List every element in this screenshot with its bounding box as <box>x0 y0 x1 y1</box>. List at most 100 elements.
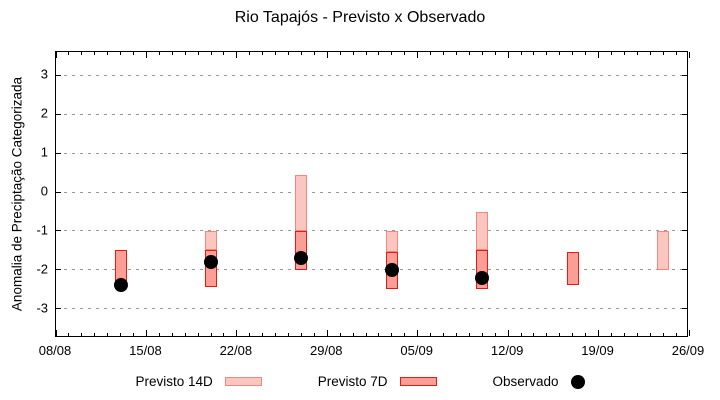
x-tick-minor <box>288 333 290 336</box>
x-tick-minor <box>352 333 354 336</box>
legend-item: Previsto 7D <box>318 374 437 389</box>
x-tick-label: 15/08 <box>129 343 162 358</box>
x-tick-minor <box>636 333 638 336</box>
x-tick-label: 05/09 <box>400 343 433 358</box>
x-tick-minor <box>623 333 625 336</box>
y-tick-left <box>56 308 61 310</box>
x-tick-minor <box>339 333 341 336</box>
x-tick-minor <box>546 333 548 336</box>
x-tick-minor <box>81 333 83 336</box>
x-tick-major <box>417 330 419 336</box>
y-tick-label: -3 <box>36 300 48 316</box>
legend-item: Previsto 14D <box>135 374 262 389</box>
x-tick-minor <box>210 333 212 336</box>
legend: Previsto 14D Previsto 7D Observado <box>0 374 720 389</box>
x-tick-minor-top <box>197 52 199 55</box>
x-tick-major <box>688 330 690 336</box>
x-tick-minor <box>68 333 70 336</box>
x-tick-minor-top <box>94 52 96 55</box>
y-tick-right <box>682 191 687 193</box>
x-tick-major <box>507 330 509 336</box>
x-tick-minor <box>443 333 445 336</box>
legend-label: Observado <box>492 374 559 389</box>
x-tick-minor <box>533 333 535 336</box>
x-tick-minor-top <box>339 52 341 55</box>
y-tick-right <box>682 230 687 232</box>
x-tick-minor <box>572 333 574 336</box>
x-tick-minor-top <box>585 52 587 55</box>
x-tick-minor-top <box>468 52 470 55</box>
y-tick-left <box>56 152 61 154</box>
x-tick-minor <box>559 333 561 336</box>
x-tick-minor-top <box>623 52 625 55</box>
x-tick-minor-top <box>68 52 70 55</box>
x-tick-major-top <box>55 52 57 58</box>
x-tick-minor <box>94 333 96 336</box>
x-tick-minor <box>107 333 109 336</box>
x-tick-minor-top <box>404 52 406 55</box>
legend-label: Previsto 7D <box>317 374 388 389</box>
x-tick-minor <box>223 333 225 336</box>
y-gridline <box>56 230 687 232</box>
x-tick-minor <box>610 333 612 336</box>
x-tick-label: 12/09 <box>490 343 524 358</box>
x-tick-minor-top <box>223 52 225 55</box>
x-tick-major-top <box>236 52 238 58</box>
x-tick-minor <box>585 333 587 336</box>
x-tick-minor <box>520 333 522 336</box>
y-tick-left <box>56 230 61 232</box>
observed-dot <box>294 251 309 266</box>
y-tick-label: -2 <box>36 261 48 277</box>
plot-area <box>55 51 690 337</box>
x-tick-minor <box>300 333 302 336</box>
x-tick-major <box>326 330 328 336</box>
x-tick-minor <box>455 333 457 336</box>
x-tick-major-top <box>145 52 147 58</box>
x-tick-major-top <box>326 52 328 58</box>
x-tick-minor <box>184 333 186 336</box>
x-tick-minor <box>171 333 173 336</box>
x-tick-minor <box>365 333 367 336</box>
x-tick-minor <box>378 333 380 336</box>
x-tick-minor-top <box>210 52 212 55</box>
y-tick-left <box>56 191 61 193</box>
x-tick-minor-top <box>662 52 664 55</box>
x-tick-minor-top <box>481 52 483 55</box>
observed-dot <box>113 278 128 293</box>
forecast-14d-bar <box>476 211 489 251</box>
x-tick-label: 19/09 <box>581 343 614 358</box>
y-gridline <box>56 74 687 76</box>
x-tick-label: 08/08 <box>38 343 72 358</box>
forecast-14d-bar <box>205 230 218 251</box>
y-tick-left <box>56 113 61 115</box>
x-tick-minor <box>649 333 651 336</box>
forecast-14d-bar <box>385 230 398 253</box>
y-gridline <box>56 113 687 115</box>
x-tick-minor <box>120 333 122 336</box>
x-tick-minor-top <box>391 52 393 55</box>
x-tick-minor-top <box>107 52 109 55</box>
x-tick-minor-top <box>365 52 367 55</box>
x-tick-minor-top <box>443 52 445 55</box>
x-tick-major-top <box>507 52 509 58</box>
y-gridline <box>56 269 687 271</box>
x-tick-minor-top <box>610 52 612 55</box>
legend-swatch-previsto-14d <box>224 377 262 386</box>
forecast-7d-bar <box>566 252 579 286</box>
x-tick-minor-top <box>430 52 432 55</box>
legend-swatch-previsto-7d <box>399 377 437 386</box>
observed-dot <box>204 255 219 270</box>
y-tick-label: -1 <box>36 222 48 238</box>
x-tick-minor-top <box>533 52 535 55</box>
x-tick-major <box>598 330 600 336</box>
x-tick-minor-top <box>572 52 574 55</box>
y-tick-label: 1 <box>40 144 48 160</box>
x-tick-minor <box>430 333 432 336</box>
x-tick-minor-top <box>120 52 122 55</box>
x-tick-minor-top <box>184 52 186 55</box>
y-tick-right <box>682 152 687 154</box>
y-tick-label: 3 <box>40 66 48 82</box>
legend-dot-observado <box>570 374 585 389</box>
x-tick-minor <box>275 333 277 336</box>
